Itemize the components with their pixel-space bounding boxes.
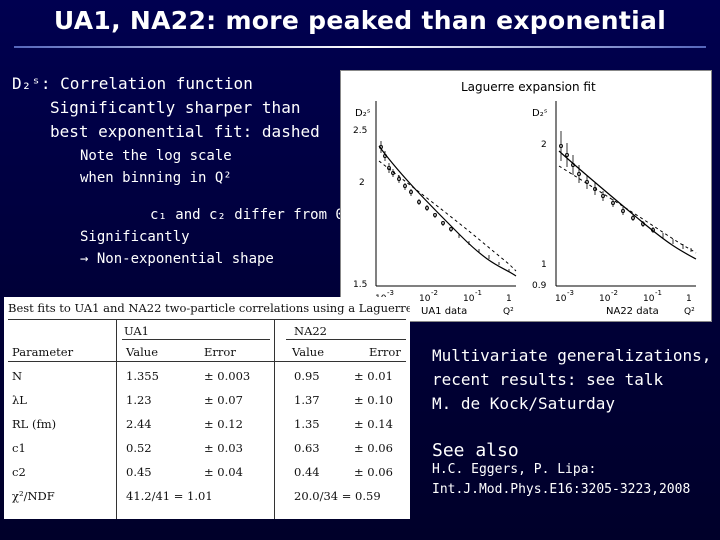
right-fit-curve	[558, 150, 697, 260]
right-ytick-2: 1	[541, 260, 547, 270]
row-na22-error: ± 0.06	[354, 441, 393, 455]
right-caption: NA22 data	[606, 306, 659, 317]
left-xexp-1: -3	[387, 289, 394, 297]
right-xtick-2: 10	[599, 294, 611, 304]
header-na22-error: Error	[369, 345, 401, 359]
title-divider	[14, 46, 706, 48]
left-xlabel: Q²	[503, 307, 514, 317]
left-data-points	[379, 141, 510, 272]
laguerre-fit-plot: Laguerre expansion fit D₂ˢ 2.5 2 1.5 10 …	[340, 70, 712, 322]
text-line-2: Significantly sharper than	[50, 98, 301, 117]
row-na22-value: 0.63	[294, 441, 320, 455]
plot-svg: Laguerre expansion fit D₂ˢ 2.5 2 1.5 10 …	[353, 80, 697, 317]
left-ytick-3: 2.5	[353, 126, 367, 136]
right-xtick-3: 10	[643, 294, 655, 304]
row-ua1-error: ± 0.03	[204, 441, 243, 455]
row-ua1-value: 0.45	[126, 465, 152, 479]
slide-title: UA1, NA22: more peaked than exponential	[53, 6, 667, 35]
row-ua1-value: 0.52	[126, 441, 152, 455]
ua1-group-rule	[122, 339, 270, 340]
right-text-3: M. de Kock/Saturday	[432, 394, 616, 413]
table-caption: Best fits to UA1 and NA22 two-particle c…	[8, 301, 410, 315]
text-line-7: Significantly	[80, 229, 190, 245]
right-xexp-3: -1	[655, 289, 662, 297]
left-caption: UA1 data	[421, 306, 467, 317]
text-line-3: best exponential fit: dashed	[50, 122, 320, 141]
left-ytick-1: 1.5	[353, 280, 367, 290]
left-xtick-4: 1	[506, 294, 512, 304]
row-ua1-error: ± 0.04	[204, 465, 243, 479]
row-param: λL	[12, 393, 27, 407]
right-xexp-2: -2	[611, 289, 618, 297]
right-ytick-1: 0.9	[532, 281, 547, 291]
right-text-1: Multivariate generalizations,	[432, 346, 712, 365]
row-ua1-value: 2.44	[126, 417, 152, 431]
left-exp-fit-dashed	[378, 160, 517, 272]
na22-group-rule	[286, 339, 406, 340]
right-xtick-1: 10	[555, 294, 567, 304]
right-text-4: See also	[432, 440, 519, 461]
header-parameter: Parameter	[12, 345, 74, 359]
right-text-6: Int.J.Mod.Phys.E16:3205-3223,2008	[432, 482, 691, 497]
left-xexp-2: -2	[431, 289, 438, 297]
text-line-4: Note the log scale	[80, 148, 232, 164]
text-line-5: when binning in Q²	[80, 170, 232, 186]
right-xexp-1: -3	[567, 289, 574, 297]
row-ua1-error: ± 0.07	[204, 393, 243, 407]
left-ylabel: D₂ˢ	[355, 108, 371, 119]
row-na22-value: 20.0/34 = 0.59	[294, 489, 381, 503]
row-na22-value: 1.35	[294, 417, 320, 431]
row-na22-value: 0.44	[294, 465, 320, 479]
left-xexp-3: -1	[475, 289, 482, 297]
text-line-6: c₁ and c₂ differ from 0	[150, 207, 344, 223]
right-exp-fit-dashed	[558, 165, 697, 254]
right-xlabel: Q²	[684, 307, 695, 317]
laguerre-fit-table: Best fits to UA1 and NA22 two-particle c…	[4, 297, 410, 519]
right-text-2: recent results: see talk	[432, 370, 664, 389]
right-data-points	[558, 131, 692, 252]
group-ua1: UA1	[124, 324, 149, 338]
row-param: c1	[12, 441, 26, 455]
right-ytick-3: 2	[541, 140, 547, 150]
group-na22: NA22	[294, 324, 328, 338]
header-ua1-value: Value	[126, 345, 158, 359]
table-top-rule	[8, 319, 406, 320]
row-ua1-value: 41.2/41 = 1.01	[126, 489, 213, 503]
row-na22-error: ± 0.01	[354, 369, 393, 383]
row-na22-error: ± 0.06	[354, 465, 393, 479]
row-ua1-value: 1.23	[126, 393, 152, 407]
right-xtick-4: 1	[686, 294, 692, 304]
header-na22-value: Value	[292, 345, 324, 359]
right-text-5: H.C. Eggers, P. Lipa:	[432, 462, 597, 477]
left-xtick-2: 10	[419, 294, 431, 304]
row-na22-value: 1.37	[294, 393, 320, 407]
text-line-8: → Non-exponential shape	[80, 251, 274, 267]
left-xtick-3: 10	[463, 294, 475, 304]
table-col-divider-1	[116, 319, 117, 519]
row-ua1-value: 1.355	[126, 369, 159, 383]
row-param: χ²/NDF	[12, 489, 55, 503]
row-ua1-error: ± 0.12	[204, 417, 243, 431]
row-ua1-error: ± 0.003	[204, 369, 251, 383]
row-param: c2	[12, 465, 26, 479]
row-param: N	[12, 369, 23, 383]
table-col-divider-2	[274, 319, 275, 519]
plot-title: Laguerre expansion fit	[461, 80, 596, 94]
text-line-1: D₂ˢ: Correlation function	[12, 74, 253, 93]
row-na22-error: ± 0.10	[354, 393, 393, 407]
left-ytick-2: 2	[359, 178, 365, 188]
right-ylabel: D₂ˢ	[532, 108, 548, 119]
left-fit-curve	[378, 145, 517, 277]
row-param: RL (fm)	[12, 417, 57, 431]
header-rule	[8, 361, 406, 362]
row-na22-error: ± 0.14	[354, 417, 393, 431]
row-na22-value: 0.95	[294, 369, 320, 383]
header-ua1-error: Error	[204, 345, 236, 359]
